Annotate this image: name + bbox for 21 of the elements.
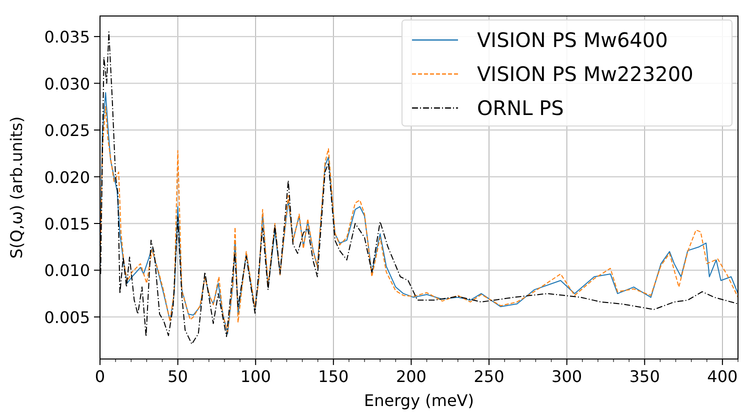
y-tick-label: 0.015 (44, 214, 90, 234)
y-tick-label: 0.025 (44, 121, 90, 140)
y-tick-label: 0.030 (44, 74, 90, 94)
legend-label: VISION PS Mw6400 (477, 28, 668, 52)
x-tick-label: 200 (396, 367, 426, 386)
y-tick-label: 0.005 (44, 308, 90, 327)
legend-label: ORNL PS (477, 96, 564, 120)
x-tick-label: 0 (94, 367, 106, 386)
x-tick-label: 100 (240, 367, 271, 386)
x-tick-label: 300 (552, 367, 582, 386)
x-tick-label: 50 (168, 367, 188, 386)
y-tick-label: 0.035 (44, 28, 90, 47)
y-tick-label: 0.020 (44, 168, 90, 187)
x-axis-title: Energy (meV) (364, 391, 474, 410)
x-tick-label: 350 (629, 367, 660, 386)
y-tick-label: 0.010 (44, 261, 90, 280)
x-tick-label: 400 (707, 367, 738, 386)
legend-label: VISION PS Mw223200 (477, 62, 694, 86)
y-axis-title: S(Q,ω) (arb.units) (7, 116, 26, 259)
x-tick-label: 150 (318, 367, 349, 386)
x-tick-label: 250 (474, 367, 504, 386)
